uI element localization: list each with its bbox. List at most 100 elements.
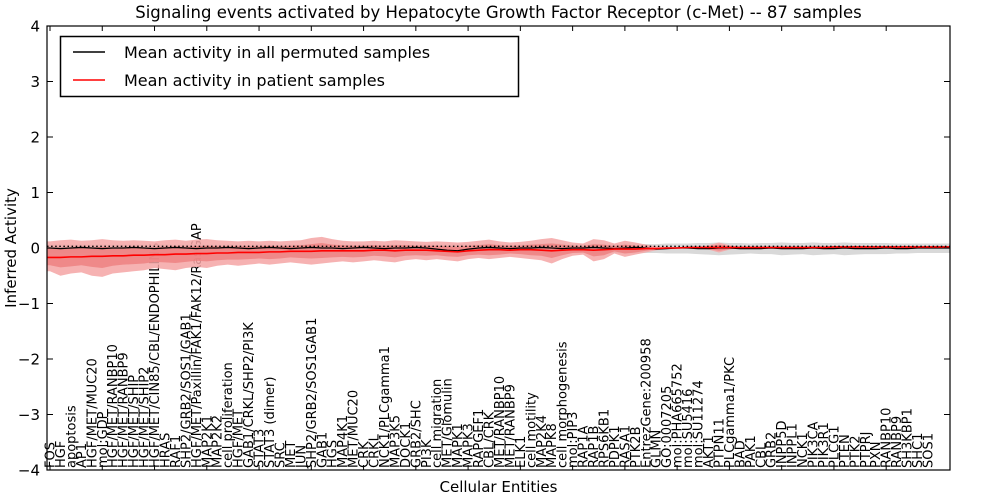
x-tick-label: cell migration — [430, 379, 445, 468]
x-tick-label: RAP1A — [577, 425, 592, 468]
y-axis-title: Inferred Activity — [2, 188, 20, 308]
x-tick-label: RAP1B — [587, 426, 602, 468]
x-tick-label: CRKL — [368, 433, 383, 468]
x-tick-label: STAT3 — [253, 429, 268, 468]
x-tick-label: PDPK1 — [608, 426, 623, 469]
x-tick-label: DOCK1 — [399, 422, 414, 468]
confidence-bands — [47, 236, 950, 277]
y-tick-labels: 4 3 2 1 0 −1 −2 −3 −4 — [18, 18, 40, 480]
x-tick-label: SHC1 — [911, 433, 926, 468]
x-tick-label: PIK3R1 — [817, 422, 832, 468]
y-tick-label: 1 — [30, 184, 40, 202]
x-tick-label: SRC — [273, 442, 288, 468]
x-tick-label: PTK2B — [629, 427, 644, 469]
x-tick-label: cell proliferation — [221, 362, 236, 468]
x-axis-title: Cellular Entities — [440, 478, 558, 496]
x-tick-label: MAPK3 — [462, 423, 477, 468]
x-tick-label: INPPL1 — [786, 423, 801, 468]
x-tick-label: GO:0007205 — [660, 386, 675, 468]
x-tick-label: PTPRJ — [859, 432, 874, 469]
x-tick-label: PI3K — [420, 439, 435, 468]
x-tick-label: HGF/MET/RANBP9 — [117, 352, 132, 468]
x-tick-label: mol:SU11274 — [692, 380, 707, 468]
x-tick-label: GAB1/CRKL/SHP2/PI3K — [242, 322, 257, 468]
plot-frame — [46, 25, 951, 471]
x-tick-label: GRB2 — [765, 432, 780, 468]
x-tick-label: GLMN — [650, 430, 665, 468]
x-tick-label: CRK — [357, 441, 372, 468]
series-mean-activity-in-all-permuted-samples — [47, 246, 950, 252]
chart-title: Signaling events activated by Hepatocyte… — [135, 3, 862, 22]
x-tick-label: INPP5D — [775, 420, 790, 468]
y-tick-label: 0 — [30, 240, 40, 258]
x-tick-label: RAPGEF1 — [472, 409, 487, 468]
x-tick-label: RASA1 — [618, 425, 633, 468]
x-tick-label: HGF/MET — [232, 409, 247, 468]
legend-label-patient-samples: Mean activity in patient samples — [124, 71, 385, 90]
x-tick-label: PLCG1 — [827, 425, 842, 468]
x-tick-label: AKT1 — [702, 435, 717, 468]
x-tick-label: HGF/MET/Paxillin/FAK1/FAK12/RasGAP — [190, 223, 205, 468]
x-tick-label: HRAS — [158, 433, 173, 468]
x-tick-label: HGF/MET/CIN85/CBL/ENDOPHILINS — [148, 243, 163, 468]
x-tick-label: BAD — [733, 440, 748, 468]
x-tick-label: cell morphogenesis — [556, 341, 571, 468]
x-tick-label: NCK1 — [796, 432, 811, 468]
x-tick-label: mol:GDP — [96, 411, 111, 468]
x-tick-label: mol:PIP3 — [566, 412, 581, 468]
x-tick-label: MET/RANBP9 — [503, 384, 518, 468]
y-tick-label: −3 — [18, 406, 40, 424]
y-tick-label: 4 — [30, 18, 40, 36]
x-tick-label: HGF/MET/SHIP — [127, 375, 142, 468]
x-tick-label: EntrezGene:200958 — [639, 338, 654, 468]
x-tick-label: HGF — [54, 441, 69, 468]
x-tick-label: GAB1 — [315, 432, 330, 468]
x-tick-label: AP1 — [75, 443, 90, 468]
x-tick-label: HGS — [326, 440, 341, 468]
legend-box — [59, 35, 520, 98]
x-tick-label: MET/Glomulin — [441, 378, 456, 468]
x-tick-label: PAK1 — [744, 435, 759, 468]
x-tick-label: PXN — [869, 442, 884, 468]
x-tick-label: PTK2 — [848, 435, 863, 468]
series-lines — [47, 245, 950, 259]
x-tick-label: HGF/MET/SHIP2 — [138, 367, 153, 468]
y-tick-label: −4 — [18, 462, 40, 480]
x-tick-label: MAP2K2 — [211, 415, 226, 468]
x-tick-label: SHP2/GRB2/SOS1GAB1 — [305, 318, 320, 468]
x-tick-label: RANBP9 — [890, 416, 905, 468]
band-patient-range-inner — [47, 243, 950, 268]
legend-label-permuted-samples: Mean activity in all permuted samples — [124, 43, 430, 62]
x-tick-label: STAT3 (dimer) — [263, 377, 278, 468]
legend: Mean activity in all permuted samples Me… — [59, 35, 520, 98]
x-tick-label: RPS6KB1 — [597, 409, 612, 468]
y-tick-label: −2 — [18, 351, 40, 369]
x-tick-label: MET/RANBP10 — [493, 376, 508, 468]
x-tick-label: MET/MUC20 — [347, 390, 362, 468]
y-tick-label: −1 — [18, 295, 40, 313]
x-tick-label: MAP4K1 — [336, 415, 351, 468]
x-tick-label: MAPK1 — [451, 423, 466, 468]
y-tick-label: 3 — [30, 73, 40, 91]
series-mean-activity-in-patient-samples — [47, 246, 950, 259]
x-tick-label: SOS1 — [922, 433, 937, 468]
x-tick-label: PLCgamma1/PKC — [723, 357, 738, 468]
x-tick-label: CBL/CRK — [483, 411, 498, 468]
x-tick-label: HGF/MET/MUC20 — [85, 358, 100, 468]
y-tick-label: 2 — [30, 129, 40, 147]
x-tick-label: PTPN11 — [712, 418, 727, 468]
x-tick-labels: FOSHGFapoptosisAP1HGF/MET/MUC20mol:GDPHG… — [44, 223, 937, 469]
x-tick-label: MAP2K1 — [200, 415, 215, 468]
x-tick-label: RAF1 — [169, 435, 184, 468]
x-tick-label: MAPK8 — [545, 423, 560, 468]
x-tick-label: CBL — [754, 442, 769, 468]
x-tick-label: SH3KBP1 — [901, 408, 916, 468]
x-tick-label: PTEN — [838, 434, 853, 468]
x-tick-label: RANBP10 — [880, 408, 895, 468]
x-tick-label: HGF/MET/RANBP10 — [106, 344, 121, 468]
x-tick-label: SHP2/GRB2/SOS1/GAB1 — [179, 313, 194, 468]
x-tick-label: cell motility — [524, 392, 539, 468]
x-tick-label: MAP3K5 — [388, 415, 403, 468]
